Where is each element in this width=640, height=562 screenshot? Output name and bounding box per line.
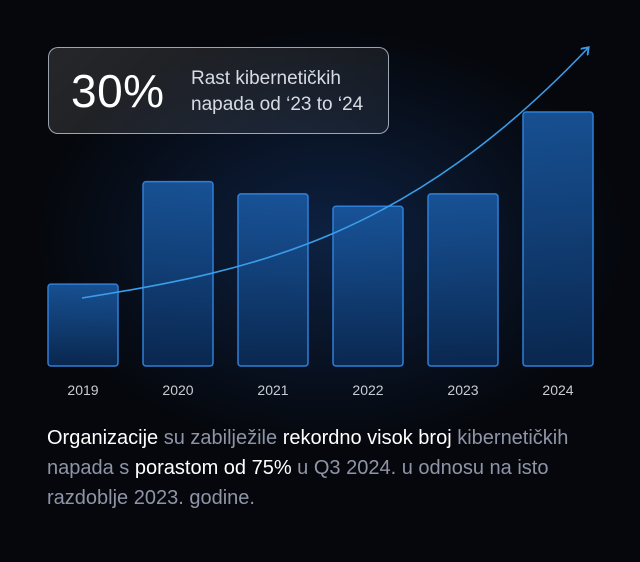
caption-part-4: kibernetičkih napada s [47,427,569,479]
caption-part-3: rekordno visok broj [282,427,452,449]
stat-card: 30% Rast kibernetičkih napada od ‘23 to … [48,47,389,134]
bar-2024 [522,111,594,367]
caption-part-2: su zabilježile [158,427,283,449]
bar-2019 [47,283,119,367]
bar-2022 [332,205,404,367]
x-tick-label: 2023 [447,382,478,398]
caption-part-6: u Q3 2024. u odnosu na isto razdoblje 20… [47,457,549,509]
bar-2023 [427,193,499,367]
summary-caption: Organizacije su zabilježile rekordno vis… [47,423,607,513]
bar-2021 [237,193,309,367]
x-tick-label: 2021 [257,382,288,398]
trend-arrow [81,48,588,299]
x-tick-group: 2019 2020 2021 2022 2023 2024 [67,382,573,398]
x-tick-label: 2019 [67,382,98,398]
caption-part-5: porastom od 75% [134,457,292,479]
x-tick-label: 2022 [352,382,383,398]
x-tick-label: 2024 [542,382,573,398]
stat-value: 30% [71,65,165,117]
bar-2020 [142,180,214,367]
caption-part-1: Organizacije [47,427,159,449]
bar-group [47,111,594,367]
x-tick-label: 2020 [162,382,193,398]
stat-caption: Rast kibernetičkih napada od ‘23 to ‘24 [191,68,364,115]
